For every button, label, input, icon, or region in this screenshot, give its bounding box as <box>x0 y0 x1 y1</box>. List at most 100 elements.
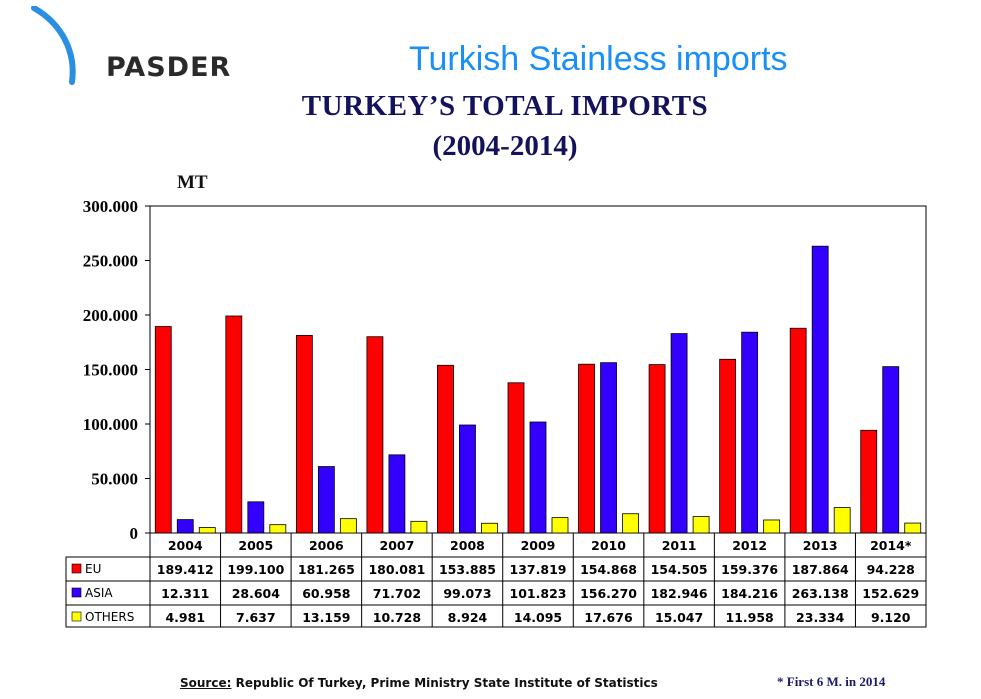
data-label: 199.100 <box>227 562 284 577</box>
bar-asia <box>529 421 547 534</box>
bar-eu <box>789 327 807 534</box>
x-tick-label: 2006 <box>309 538 344 553</box>
source-label: Source: <box>180 676 232 690</box>
data-label: 15.047 <box>655 610 703 625</box>
data-label: 4.981 <box>165 610 205 625</box>
bar-others <box>481 522 498 534</box>
x-tick-label: 2013 <box>803 538 838 553</box>
y-tick-label: 50.000 <box>91 470 138 489</box>
data-label: 12.311 <box>161 586 209 601</box>
data-label: 152.629 <box>862 586 919 601</box>
data-label: 8.924 <box>448 610 488 625</box>
y-tick-label: 0 <box>130 524 139 543</box>
data-label: 182.946 <box>651 586 708 601</box>
bar-others <box>339 518 357 534</box>
data-label: 28.604 <box>232 586 281 601</box>
legend-label-asia: ASIA <box>85 586 113 600</box>
bar-others <box>269 524 287 534</box>
y-tick-label: 200.000 <box>83 306 138 325</box>
bar-eu <box>578 363 595 534</box>
x-tick-label: 2011 <box>662 538 697 553</box>
data-label: 14.095 <box>514 610 562 625</box>
bar-eu <box>295 335 313 534</box>
x-tick-label: 2005 <box>238 538 273 553</box>
legend-label-eu: EU <box>85 562 101 576</box>
data-label: 154.868 <box>580 562 637 577</box>
pasder-logo: PASDER <box>28 6 258 88</box>
data-label: 71.702 <box>373 586 421 601</box>
bar-asia <box>882 366 900 534</box>
data-label: 153.885 <box>439 562 496 577</box>
x-tick-label: 2004 <box>168 538 203 553</box>
bar-others <box>622 513 639 534</box>
data-label: 180.081 <box>368 562 425 577</box>
bar-eu <box>648 364 666 534</box>
footnote: * First 6 M. in 2014 <box>777 674 886 689</box>
data-label: 23.334 <box>796 610 845 625</box>
bar-asia <box>670 333 688 534</box>
bar-asia <box>247 501 265 534</box>
y-tick-label: 250.000 <box>83 252 138 271</box>
data-label: 101.823 <box>510 586 567 601</box>
data-label: 94.228 <box>867 562 915 577</box>
source-note: Source: Republic Of Turkey, Prime Minist… <box>180 676 658 690</box>
bar-eu <box>507 382 525 534</box>
data-label: 154.505 <box>651 562 708 577</box>
bar-eu <box>225 315 243 534</box>
y-tick-label: 100.000 <box>83 415 138 434</box>
bar-eu <box>860 429 878 534</box>
y-axis-unit-label: MT <box>177 172 208 193</box>
bar-asia <box>388 454 406 534</box>
x-tick-label: 2008 <box>450 538 485 553</box>
bar-others <box>410 520 428 534</box>
x-tick-label: 2012 <box>732 538 767 553</box>
data-label: 156.270 <box>580 586 637 601</box>
bar-asia <box>741 331 759 534</box>
x-tick-label: 2010 <box>591 538 626 553</box>
data-label: 60.958 <box>302 586 350 601</box>
bar-others <box>763 519 781 534</box>
data-label: 263.138 <box>792 586 849 601</box>
legend-swatch-others <box>71 611 82 622</box>
x-tick-label: 2009 <box>521 538 556 553</box>
legend-label-others: OTHERS <box>85 610 134 624</box>
chart-subtitle: (2004-2014) <box>432 130 578 162</box>
data-label: 17.676 <box>584 610 633 625</box>
bar-eu <box>154 326 172 534</box>
chart-title: TURKEY’S TOTAL IMPORTS <box>301 90 709 122</box>
bar-others <box>833 507 851 534</box>
bar-asia <box>811 245 829 534</box>
bar-others <box>904 522 922 534</box>
data-label: 10.728 <box>373 610 421 625</box>
bar-asia <box>317 466 335 534</box>
data-label: 187.864 <box>792 562 849 577</box>
legend-swatch-eu <box>71 563 82 574</box>
data-label: 189.412 <box>157 562 214 577</box>
logo-arc-icon <box>31 6 76 85</box>
x-tick-label: 2007 <box>380 538 415 553</box>
y-tick-label: 150.000 <box>83 361 138 380</box>
bar-eu <box>437 364 454 534</box>
source-text: Republic Of Turkey, Prime Ministry State… <box>231 676 658 690</box>
bar-asia <box>176 519 194 534</box>
data-label: 13.159 <box>302 610 350 625</box>
bar-others <box>551 517 569 534</box>
bar-asia <box>459 424 476 534</box>
header-title: Turkish Stainless imports <box>409 40 788 78</box>
logo-text: PASDER <box>106 52 232 83</box>
x-tick-label: 2014* <box>870 538 912 553</box>
data-label: 99.073 <box>443 586 491 601</box>
legend-swatch-asia <box>71 587 82 598</box>
data-label: 137.819 <box>510 562 567 577</box>
data-label: 11.958 <box>726 610 774 625</box>
bar-eu <box>719 358 737 534</box>
data-label: 159.376 <box>721 562 778 577</box>
bar-asia <box>600 362 617 534</box>
bar-others <box>692 516 710 534</box>
data-label: 9.120 <box>871 610 911 625</box>
y-tick-label: 300.000 <box>83 197 138 216</box>
data-label: 184.216 <box>721 586 778 601</box>
data-label: 7.637 <box>236 610 276 625</box>
data-label: 181.265 <box>298 562 355 577</box>
